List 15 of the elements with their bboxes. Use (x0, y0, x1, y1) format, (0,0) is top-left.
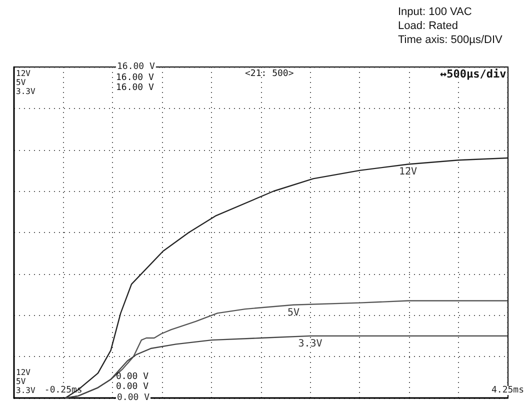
annotation: ↔500µs/div (440, 68, 507, 80)
series-label: 5V (287, 307, 300, 318)
series-label: 12V (398, 166, 418, 178)
text: Load: Rated (398, 20, 458, 32)
y-tick-label: 0.00 V (117, 393, 150, 403)
annotation: 12V 5V 3.3V (16, 368, 36, 395)
text: Time axis: 500µs/DIV (398, 34, 504, 46)
x-tick-label: 4.25ms (491, 386, 524, 396)
annotation: <21: 500> (245, 69, 294, 79)
annotation: 0.00 V 0.00 V (116, 372, 150, 392)
annotation: 16.00 V 16.00 V (116, 73, 155, 93)
text: Input: 100 VAC (398, 6, 472, 18)
series-label: 3.3V (298, 338, 322, 350)
y-tick-label: 16.00 V (117, 62, 156, 72)
annotation: 12V 5V 3.3V (16, 69, 36, 96)
